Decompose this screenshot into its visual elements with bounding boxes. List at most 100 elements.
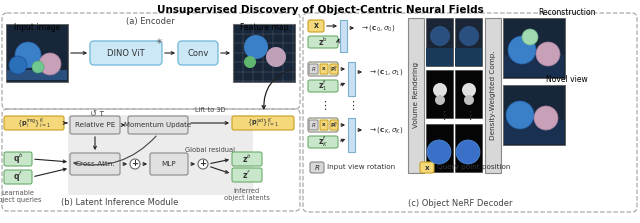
Text: $\mathbf{x}$: $\mathbf{x}$ [312, 21, 319, 31]
FancyBboxPatch shape [308, 20, 324, 32]
FancyBboxPatch shape [68, 115, 253, 195]
Text: $\{\mathbf{p}_i^{\rm wd}\}_{i=1}^K$: $\{\mathbf{p}_i^{\rm wd}\}_{i=1}^K$ [247, 116, 279, 130]
FancyBboxPatch shape [150, 153, 188, 175]
Text: $\mathbf{z}^f$: $\mathbf{z}^f$ [243, 169, 252, 181]
FancyBboxPatch shape [178, 41, 218, 65]
Bar [6, 24, 68, 82]
FancyBboxPatch shape [128, 116, 188, 134]
Text: Feature map: Feature map [240, 23, 288, 32]
Text: $\mathbf{q}^b$: $\mathbf{q}^b$ [13, 152, 23, 166]
Text: +: + [200, 159, 207, 169]
Circle shape [15, 42, 41, 68]
Text: $\vdots$: $\vdots$ [464, 109, 472, 122]
Bar [426, 18, 453, 66]
FancyBboxPatch shape [309, 64, 318, 74]
FancyBboxPatch shape [308, 136, 338, 148]
Circle shape [427, 140, 451, 164]
Text: $\to(\mathbf{c}_1, \sigma_1)$: $\to(\mathbf{c}_1, \sigma_1)$ [368, 67, 403, 77]
Text: Input view rotation: Input view rotation [327, 165, 395, 171]
Text: $R$: $R$ [314, 163, 320, 172]
Circle shape [430, 26, 450, 46]
Text: $\vdots$: $\vdots$ [347, 99, 355, 112]
Bar [504, 55, 564, 77]
Text: $\{\mathbf{p}_i^{\rm img}\}_{i=1}^K$: $\{\mathbf{p}_i^{\rm img}\}_{i=1}^K$ [17, 116, 51, 130]
Text: $\circlearrowleft\tau$: $\circlearrowleft\tau$ [88, 108, 106, 118]
FancyBboxPatch shape [232, 152, 262, 166]
FancyBboxPatch shape [310, 162, 324, 173]
Text: MLP: MLP [162, 161, 176, 167]
Bar [455, 18, 482, 66]
Text: Learnable
object queries: Learnable object queries [0, 190, 42, 203]
Text: $\mathbf{x}$: $\mathbf{x}$ [321, 66, 327, 72]
Bar [485, 18, 501, 173]
Circle shape [130, 159, 140, 169]
Text: Momentum Update: Momentum Update [124, 122, 191, 128]
Circle shape [266, 47, 286, 67]
Text: Inferred
object latents: Inferred object latents [224, 188, 270, 201]
Bar [455, 70, 482, 118]
FancyBboxPatch shape [90, 41, 162, 65]
Circle shape [506, 101, 534, 129]
Text: Novel view: Novel view [546, 75, 588, 84]
Text: $\vdots$: $\vdots$ [319, 99, 327, 112]
FancyBboxPatch shape [70, 153, 120, 175]
Text: Cross-Attn.: Cross-Attn. [75, 161, 115, 167]
Text: DINO ViT: DINO ViT [107, 48, 145, 58]
Circle shape [536, 42, 560, 66]
Bar [504, 120, 564, 144]
FancyBboxPatch shape [308, 62, 338, 76]
Bar [426, 124, 453, 172]
Text: $\mathbf{z}^b$: $\mathbf{z}^b$ [242, 153, 252, 165]
Bar [233, 24, 295, 82]
Circle shape [456, 140, 480, 164]
Text: $\mathbf{p}_K^w$: $\mathbf{p}_K^w$ [330, 120, 339, 130]
FancyBboxPatch shape [309, 120, 318, 130]
FancyBboxPatch shape [308, 118, 338, 132]
Text: $\mathbf{z}^{\rm f}_1$: $\mathbf{z}^{\rm f}_1$ [318, 78, 328, 93]
Circle shape [508, 36, 536, 64]
Text: Query point position: Query point position [437, 165, 510, 171]
Bar [426, 48, 453, 66]
Text: $\mathbf{x}$: $\mathbf{x}$ [321, 122, 327, 128]
Circle shape [198, 159, 208, 169]
Circle shape [435, 95, 445, 105]
Text: Input image: Input image [14, 23, 60, 32]
Text: Unsupervised Discovery of Object-Centric Neural Fields: Unsupervised Discovery of Object-Centric… [157, 5, 483, 15]
FancyBboxPatch shape [320, 120, 328, 130]
FancyBboxPatch shape [4, 170, 32, 184]
Bar [7, 25, 67, 81]
Circle shape [9, 56, 27, 74]
Circle shape [464, 95, 474, 105]
Text: Global residual: Global residual [185, 147, 235, 153]
Text: (c) Object NeRF Decoder: (c) Object NeRF Decoder [408, 199, 512, 208]
Text: $\vdots$: $\vdots$ [438, 109, 446, 122]
Circle shape [244, 56, 256, 68]
FancyBboxPatch shape [420, 162, 434, 173]
Bar [455, 48, 482, 66]
FancyBboxPatch shape [232, 168, 262, 182]
Circle shape [534, 106, 558, 130]
Bar [503, 18, 565, 78]
Text: Lift to 3D: Lift to 3D [195, 107, 225, 113]
Circle shape [459, 26, 479, 46]
FancyBboxPatch shape [232, 116, 294, 130]
Circle shape [32, 61, 44, 73]
Text: Conv: Conv [188, 48, 209, 58]
Bar [340, 20, 347, 52]
Bar [348, 62, 355, 96]
FancyBboxPatch shape [308, 36, 338, 48]
FancyBboxPatch shape [4, 116, 64, 130]
Text: Density-Weighted Comp.: Density-Weighted Comp. [490, 50, 496, 140]
Circle shape [244, 35, 268, 59]
Bar [408, 18, 424, 173]
Text: $\mathbf{p}_1^w$: $\mathbf{p}_1^w$ [330, 64, 339, 74]
Text: $R$: $R$ [311, 65, 316, 73]
FancyBboxPatch shape [70, 116, 120, 134]
FancyBboxPatch shape [330, 64, 338, 74]
Text: +: + [131, 159, 138, 169]
Circle shape [522, 29, 538, 45]
Text: (a) Encoder: (a) Encoder [125, 17, 174, 26]
Bar [455, 124, 482, 172]
Circle shape [433, 83, 447, 97]
Text: Reconstruction: Reconstruction [538, 8, 596, 17]
